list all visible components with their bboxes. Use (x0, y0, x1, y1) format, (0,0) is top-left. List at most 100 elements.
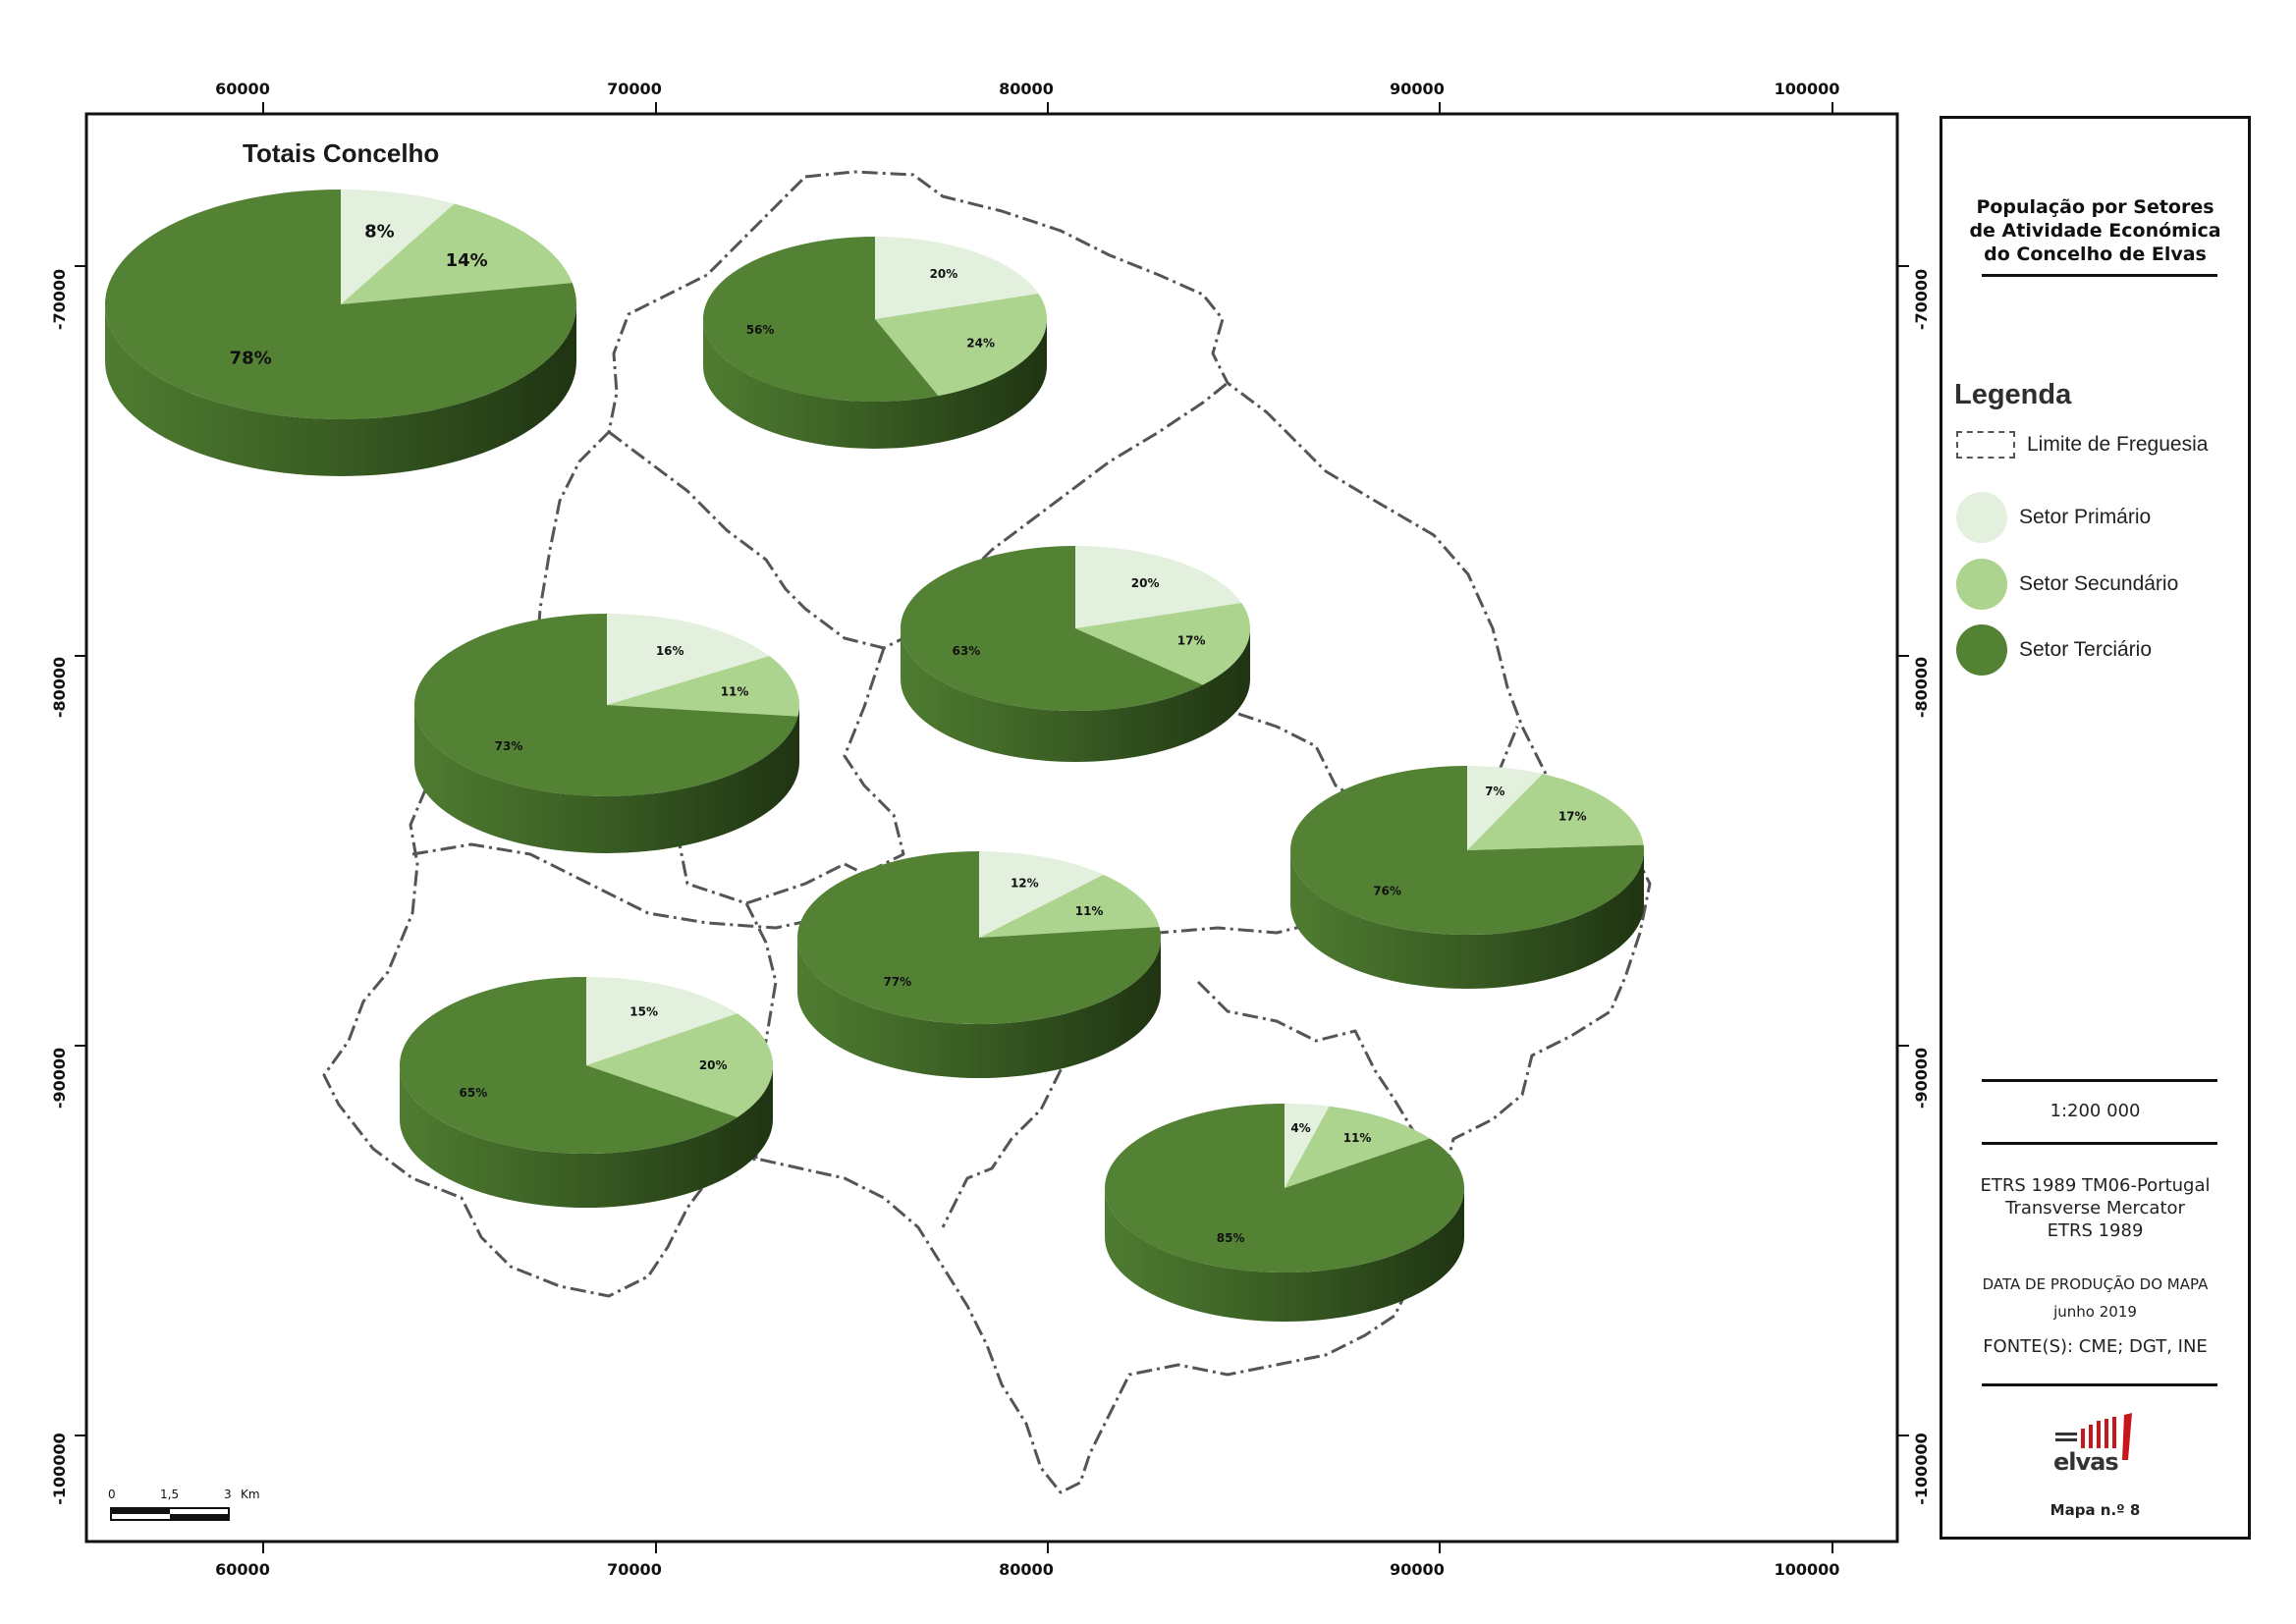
pie-slice-label: 12% (1011, 877, 1039, 891)
pie-side (105, 304, 576, 476)
pie-slice (1290, 766, 1644, 935)
scale-bar: 0 1,5 3 Km (108, 1488, 260, 1521)
legend-item-parish-boundary: Limite de Freguesia (1956, 431, 2208, 459)
elvas-logo: elvas (2046, 1413, 2154, 1482)
pie-slice-label: 17% (1558, 809, 1587, 823)
pie-center-east-pie: 20% 17% 63% (901, 546, 1250, 762)
secondary-sector-swatch (1956, 559, 2007, 610)
legend-item-setor-secundario: Setor Secundário (1956, 559, 2178, 610)
pie-slice (105, 189, 577, 420)
pie-slice-label: 20% (699, 1058, 728, 1072)
pie-slice (979, 851, 1104, 938)
legend-label: Limite de Freguesia (2027, 433, 2209, 456)
y-tick-left: -70000 (50, 269, 69, 330)
pie-slice-label: 11% (1075, 904, 1104, 918)
divider (1982, 274, 2217, 277)
panel-title-line: de Atividade Económica (1969, 220, 2221, 242)
legend-item-setor-primario: Setor Primário (1956, 492, 2151, 543)
legend-item-setor-terciario: Setor Terciário (1956, 624, 2152, 676)
y-tick-left: -80000 (50, 657, 69, 718)
pie-slice (979, 874, 1160, 938)
pie-slice-label: 63% (953, 644, 981, 658)
x-tick-bottom: 80000 (999, 1560, 1054, 1579)
pie-slice-label: 24% (966, 337, 995, 351)
x-tick-top: 100000 (1775, 80, 1840, 98)
panel-title-line: População por Setores (1976, 196, 2214, 218)
sources: FONTE(S): CME; DGT, INE (1983, 1336, 2208, 1357)
legend-label: Setor Terciário (2019, 638, 2153, 661)
x-tick-top: 90000 (1390, 80, 1445, 98)
panel-title-line: do Concelho de Elvas (1984, 244, 2207, 265)
pie-slice (901, 546, 1203, 711)
pie-slice-label: 76% (1373, 885, 1401, 898)
pie-slice (341, 203, 573, 304)
pie-slice (586, 1013, 774, 1117)
pie-slice (341, 189, 455, 304)
pie-slice-label: 16% (656, 644, 684, 658)
panel-title: População por Setores de Atividade Econó… (1942, 195, 2248, 266)
pie-slice-label: 56% (746, 323, 775, 337)
x-tick-bottom: 100000 (1775, 1560, 1840, 1579)
pie-slice (607, 614, 770, 705)
x-tick-bottom: 90000 (1390, 1560, 1445, 1579)
scale-bar-label: 3 (224, 1488, 232, 1501)
pie-slice-label: 20% (1131, 576, 1160, 590)
pie-slice-label: 17% (1177, 634, 1206, 648)
x-tick-bottom: 70000 (607, 1560, 662, 1579)
projection-info: ETRS 1989 TM06-Portugal Transverse Merca… (1942, 1174, 2248, 1242)
pie-slice (1075, 603, 1250, 685)
pie-slice (399, 977, 738, 1154)
projection-line: Transverse Mercator (2005, 1198, 2185, 1218)
pie-slice-label: 78% (230, 348, 272, 368)
x-tick-bottom: 60000 (215, 1560, 270, 1579)
divider (1982, 1383, 2217, 1386)
elvas-logo-icon (2055, 1413, 2132, 1460)
x-tick-top: 70000 (607, 80, 662, 98)
pie-slice (875, 294, 1047, 397)
pie-slice (703, 237, 939, 402)
pie-slice-label: 14% (446, 250, 488, 271)
pie-slice-label: 4% (1290, 1121, 1310, 1135)
divider (1982, 1079, 2217, 1082)
pie-slice (1075, 546, 1242, 628)
pie-slice (1467, 766, 1543, 850)
x-tick-top: 80000 (999, 80, 1054, 98)
y-tick-right: -80000 (1912, 657, 1931, 718)
projection-line: ETRS 1989 (2047, 1220, 2144, 1241)
y-tick-right: -100000 (1912, 1433, 1931, 1504)
legend-panel: População por Setores de Atividade Econó… (1940, 116, 2251, 1540)
pie-side (1105, 1188, 1464, 1322)
pie-slice (1285, 1104, 1330, 1188)
legend-label: Setor Secundário (2019, 572, 2179, 595)
pie-slice-label: 8% (364, 222, 395, 243)
y-tick-left: -90000 (50, 1048, 69, 1109)
pie-slice (1105, 1104, 1465, 1272)
pie-slice-label: 73% (495, 739, 523, 753)
pie-slice-label: 85% (1217, 1231, 1245, 1245)
y-tick-left: -100000 (50, 1433, 69, 1504)
legend-label: Setor Primário (2019, 506, 2152, 528)
scale-bar-label: Km (241, 1488, 260, 1501)
pie-slice-label: 77% (883, 975, 911, 989)
pie-side (400, 1065, 773, 1208)
legend-title: Legenda (1954, 379, 2072, 410)
pie-slice (875, 237, 1039, 319)
pie-slice-label: 20% (930, 267, 958, 281)
pie-side (901, 628, 1250, 762)
pie-slice-label: 11% (721, 684, 749, 698)
projection-line: ETRS 1989 TM06-Portugal (1980, 1175, 2211, 1196)
logo-text: elvas (2053, 1448, 2119, 1476)
divider (1982, 1142, 2217, 1145)
pie-south-pie: 4% 11% 85% (1105, 1104, 1465, 1322)
pie-side (1290, 850, 1644, 989)
pie-slice-label: 65% (460, 1086, 488, 1100)
axis-tick-marks (75, 102, 1909, 1553)
pie-slice (586, 977, 738, 1065)
pie-slice-label: 15% (629, 1005, 658, 1019)
scale-bar-label: 1,5 (160, 1488, 179, 1501)
pie-slice-label: 11% (1343, 1131, 1372, 1145)
tertiary-sector-swatch (1956, 624, 2007, 676)
pie-side (797, 938, 1161, 1078)
pie-center-west-pie: 16% 11% 73% (413, 614, 799, 853)
